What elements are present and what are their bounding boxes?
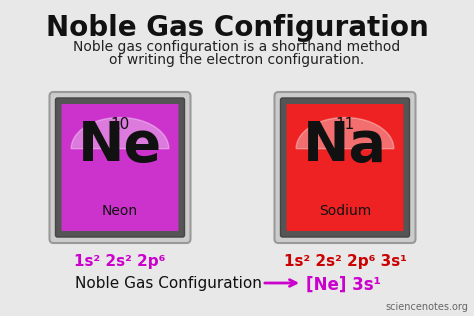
Text: Noble gas configuration is a shorthand method: Noble gas configuration is a shorthand m…: [73, 40, 401, 54]
FancyBboxPatch shape: [274, 92, 416, 243]
Text: 1s² 2s² 2p⁶: 1s² 2s² 2p⁶: [74, 254, 166, 269]
Text: Sodium: Sodium: [319, 204, 371, 218]
FancyBboxPatch shape: [49, 92, 191, 243]
Text: sciencenotes.org: sciencenotes.org: [385, 302, 468, 312]
Text: Noble Gas Configuration: Noble Gas Configuration: [46, 14, 428, 42]
Text: Ne: Ne: [78, 119, 162, 173]
Text: 1s² 2s² 2p⁶ 3s¹: 1s² 2s² 2p⁶ 3s¹: [283, 254, 406, 269]
Text: [Ne] 3s¹: [Ne] 3s¹: [306, 276, 381, 294]
Text: 10: 10: [110, 117, 129, 132]
Text: Na: Na: [303, 119, 387, 173]
Polygon shape: [71, 118, 169, 149]
Text: 11: 11: [336, 117, 355, 132]
FancyBboxPatch shape: [281, 98, 410, 237]
Polygon shape: [296, 118, 394, 149]
FancyBboxPatch shape: [62, 104, 179, 231]
FancyBboxPatch shape: [286, 104, 403, 231]
Text: Neon: Neon: [102, 204, 138, 218]
Text: of writing the electron configuration.: of writing the electron configuration.: [109, 53, 365, 67]
Text: Noble Gas Configuration: Noble Gas Configuration: [75, 276, 262, 291]
FancyBboxPatch shape: [55, 98, 184, 237]
